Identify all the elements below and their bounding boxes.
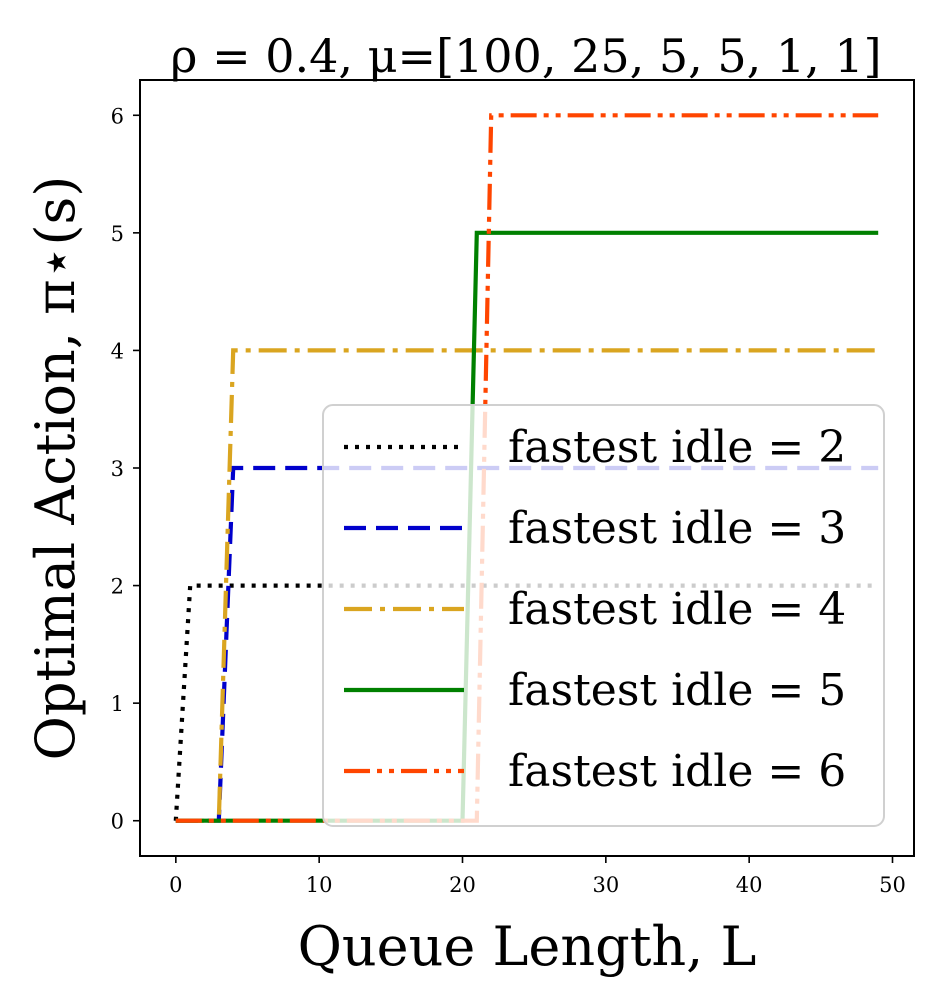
legend-label-4: fastest idle = 4 — [508, 584, 846, 635]
legend-label-6: fastest idle = 6 — [508, 746, 846, 797]
x-tick-label: 10 — [306, 873, 333, 897]
y-tick-label: 2 — [111, 575, 124, 599]
legend: fastest idle = 2 fastest idle = 3 fastest … — [322, 404, 885, 827]
x-tick-label: 30 — [592, 873, 619, 897]
y-tick-label: 6 — [111, 104, 124, 128]
x-axis-label: Queue Length, L — [298, 915, 757, 978]
x-tick-label: 20 — [449, 873, 476, 897]
x-tick-label: 0 — [169, 873, 182, 897]
legend-label-3: fastest idle = 3 — [508, 503, 846, 554]
y-tick-label: 5 — [111, 222, 124, 246]
legend-label-5: fastest idle = 5 — [508, 665, 846, 716]
x-tick-label: 50 — [879, 873, 906, 897]
y-tick-label: 0 — [111, 810, 124, 834]
legend-label-2: fastest idle = 2 — [508, 422, 846, 473]
chart-title: ρ = 0.4, μ=[100, 25, 5, 5, 1, 1] — [170, 29, 881, 83]
y-ticks: 0 1 2 3 4 5 6 — [111, 104, 140, 834]
y-tick-label: 3 — [111, 457, 124, 481]
x-tick-label: 40 — [736, 873, 763, 897]
x-ticks: 0 10 20 30 40 50 — [169, 856, 906, 897]
y-tick-label: 4 — [111, 339, 124, 363]
legend-box — [322, 404, 885, 827]
y-axis-label: Optimal Action, π⋆(s) — [24, 176, 87, 761]
y-tick-label: 1 — [111, 692, 124, 716]
